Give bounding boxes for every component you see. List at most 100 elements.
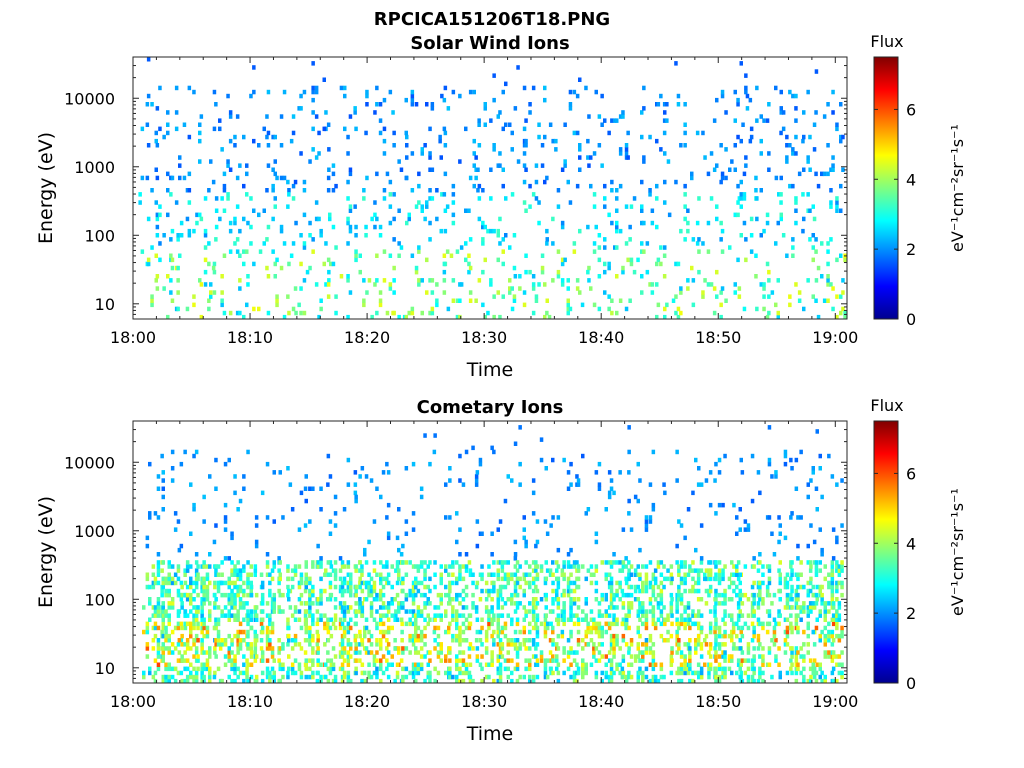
flux-cell xyxy=(154,138,158,144)
flux-cell xyxy=(311,601,315,606)
flux-cell xyxy=(592,302,597,308)
flux-cell xyxy=(379,572,383,577)
flux-cell xyxy=(220,613,224,618)
flux-cell xyxy=(524,646,528,651)
flux-cell xyxy=(721,674,725,680)
flux-cell xyxy=(207,241,211,246)
flux-cell xyxy=(455,617,459,622)
flux-cell xyxy=(679,601,684,606)
flux-cell xyxy=(286,179,290,185)
flux-cell xyxy=(730,670,734,676)
flux-cell xyxy=(194,617,199,622)
flux-cell xyxy=(379,592,383,598)
x-tick-label: 19:00 xyxy=(812,692,858,711)
flux-cell xyxy=(349,617,353,622)
flux-cell xyxy=(145,625,150,631)
flux-cell xyxy=(151,613,156,618)
flux-cell xyxy=(679,670,684,676)
flux-cell xyxy=(676,102,681,107)
flux-cell xyxy=(791,151,795,156)
flux-cell xyxy=(522,515,526,520)
flux-cell xyxy=(827,650,831,655)
flux-cell xyxy=(513,638,518,643)
flux-cell xyxy=(428,588,432,594)
flux-cell xyxy=(789,457,793,463)
flux-cell xyxy=(279,265,284,271)
flux-cell xyxy=(774,638,778,643)
flux-cell xyxy=(566,278,570,283)
flux-cell xyxy=(478,457,483,463)
flux-cell xyxy=(369,609,374,614)
flux-cell xyxy=(246,220,250,226)
flux-cell xyxy=(416,666,421,672)
flux-cell xyxy=(278,470,282,475)
flux-cell xyxy=(683,609,687,614)
flux-cell xyxy=(167,601,171,606)
flux-cell xyxy=(823,601,827,606)
flux-cell xyxy=(209,282,213,287)
flux-cell xyxy=(688,658,692,663)
flux-cell xyxy=(613,245,617,250)
flux-cell xyxy=(675,650,679,655)
flux-cell xyxy=(236,617,240,622)
flux-cell xyxy=(242,592,246,598)
flux-cell xyxy=(575,560,579,565)
flux-cell xyxy=(145,584,150,590)
flux-cell xyxy=(338,605,343,610)
flux-cell xyxy=(468,674,473,680)
flux-cell xyxy=(783,461,788,467)
flux-cell xyxy=(794,106,798,111)
flux-cell xyxy=(289,138,294,144)
flux-cell xyxy=(696,597,701,602)
flux-cell xyxy=(262,241,266,246)
flux-cell xyxy=(835,625,839,631)
flux-cell xyxy=(416,580,421,586)
flux-cell xyxy=(490,552,494,557)
flux-cell xyxy=(774,474,778,479)
flux-cell xyxy=(360,678,364,684)
flux-cell xyxy=(379,678,383,684)
flux-cell xyxy=(566,560,571,565)
flux-cell xyxy=(707,670,711,676)
flux-cell xyxy=(260,625,265,631)
flux-cell xyxy=(738,507,742,512)
flux-cell xyxy=(272,470,276,475)
flux-cell xyxy=(442,126,447,132)
flux-cell xyxy=(478,638,483,643)
flux-cell xyxy=(806,208,810,213)
flux-cell xyxy=(227,674,231,680)
flux-cell xyxy=(626,155,630,160)
flux-cell xyxy=(578,228,582,234)
flux-cell xyxy=(408,621,412,627)
flux-cell xyxy=(439,576,443,582)
flux-cell xyxy=(790,605,794,610)
flux-cell xyxy=(835,208,839,213)
flux-cell xyxy=(618,228,623,234)
flux-cell xyxy=(612,633,616,639)
flux-cell xyxy=(346,650,351,655)
flux-cell xyxy=(364,625,369,631)
flux-cell xyxy=(266,89,271,95)
flux-cell xyxy=(238,498,243,504)
flux-cell xyxy=(487,662,491,667)
flux-cell xyxy=(477,122,481,127)
flux-cell xyxy=(706,249,711,254)
flux-cell xyxy=(535,662,540,667)
flux-cell xyxy=(246,576,250,582)
flux-cell xyxy=(496,560,500,565)
flux-cell xyxy=(560,568,565,573)
flux-cell xyxy=(811,592,815,598)
flux-cell xyxy=(277,568,281,573)
flux-cell xyxy=(195,220,199,226)
flux-cell xyxy=(392,237,396,242)
flux-cell xyxy=(677,584,681,590)
flux-cell xyxy=(831,155,835,160)
flux-cell xyxy=(414,633,418,639)
flux-cell xyxy=(615,621,619,627)
flux-cell xyxy=(675,633,679,639)
flux-cell xyxy=(281,642,285,647)
flux-cell xyxy=(209,290,213,295)
flux-cell xyxy=(474,167,478,172)
flux-cell xyxy=(176,265,180,271)
flux-cell xyxy=(271,183,275,189)
